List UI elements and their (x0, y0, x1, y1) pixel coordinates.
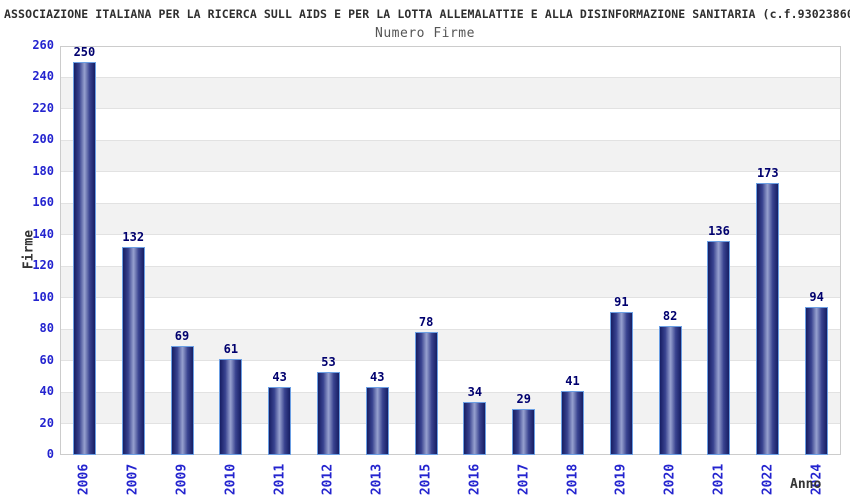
x-tick-label-2022: 2022 (760, 463, 776, 496)
bar-2021 (707, 241, 731, 455)
bar-2009 (170, 346, 194, 455)
y-tick-label-20: 20 (39, 415, 54, 430)
bar-value-label-2013: 43 (370, 370, 385, 385)
x-tick-label-2006: 2006 (76, 463, 92, 496)
bar-value-label-2010: 61 (223, 342, 239, 357)
x-tick-label-2018: 2018 (565, 463, 581, 496)
plot-frame (60, 46, 841, 455)
plot-band (60, 140, 841, 172)
bar-2018 (561, 390, 585, 455)
x-tick-label-2016: 2016 (467, 463, 483, 496)
bar-value-label-2022: 173 (756, 165, 779, 180)
x-tick-label-2007: 2007 (125, 463, 141, 496)
bar-2012 (316, 371, 340, 455)
gridline (60, 391, 841, 393)
bar-2020 (658, 326, 682, 455)
bar-value-label-2019: 91 (614, 294, 629, 309)
gridline (60, 423, 841, 425)
bar-2017 (512, 409, 536, 455)
page-title: ASSOCIAZIONE ITALIANA PER LA RICERCA SUL… (4, 7, 850, 21)
y-tick-label-40: 40 (39, 384, 54, 399)
bar-value-label-2018: 41 (565, 373, 580, 388)
x-tick-label-2017: 2017 (516, 463, 532, 496)
y-tick-label-200: 200 (32, 132, 54, 147)
x-tick-label-2019: 2019 (613, 463, 629, 496)
bar-2024 (805, 307, 829, 455)
bar-2011 (268, 387, 292, 455)
chart-title: Numero Firme (375, 26, 475, 41)
bar-2010 (219, 359, 243, 455)
bar-2006 (72, 61, 96, 455)
x-tick-label-2013: 2013 (369, 463, 385, 496)
bar-value-label-2016: 34 (467, 384, 483, 399)
bar-value-label-2011: 43 (272, 370, 287, 385)
bar-2007 (121, 247, 145, 455)
gridline (60, 360, 841, 362)
bar-value-label-2012: 53 (321, 354, 336, 369)
y-tick-label-140: 140 (32, 226, 54, 241)
gridline (60, 234, 841, 236)
bar-value-label-2017: 29 (516, 392, 531, 407)
bar-value-label-2024: 94 (809, 290, 824, 305)
bar-2015 (414, 332, 438, 455)
y-tick-label-120: 120 (32, 258, 54, 273)
x-tick-label-2011: 2011 (272, 463, 288, 496)
bar-value-label-2006: 250 (73, 44, 96, 59)
bar-2019 (609, 311, 633, 455)
x-tick-label-2009: 2009 (174, 463, 190, 496)
x-tick-label-2012: 2012 (320, 463, 336, 496)
gridline (60, 108, 841, 110)
y-tick-label-180: 180 (32, 163, 54, 178)
plot-band (60, 77, 841, 109)
gridline (60, 265, 841, 267)
x-tick-label-2021: 2021 (711, 463, 727, 496)
gridline (60, 202, 841, 204)
bar-value-label-2007: 132 (122, 230, 145, 245)
x-axis-title: Anno (790, 477, 822, 492)
x-tick-label-2010: 2010 (223, 463, 239, 496)
y-tick-label-60: 60 (39, 352, 54, 367)
gridline (60, 139, 841, 141)
bar-value-label-2020: 82 (662, 309, 678, 323)
gridline (60, 171, 841, 173)
bar-value-label-2021: 136 (708, 224, 730, 239)
y-tick-label-100: 100 (32, 289, 54, 304)
bar-value-label-2015: 78 (418, 315, 434, 330)
bar-value-label-2009: 69 (174, 329, 190, 344)
x-tick-label-2020: 2020 (662, 463, 678, 496)
bar-2016 (463, 401, 487, 455)
x-tick-label-2015: 2015 (418, 463, 434, 496)
bar-2013 (365, 387, 389, 455)
y-tick-label-160: 160 (32, 195, 54, 210)
y-tick-label-80: 80 (39, 321, 54, 336)
gridline (60, 328, 841, 330)
plot-band (60, 203, 841, 235)
gridline (60, 76, 841, 78)
y-tick-label-260: 260 (32, 38, 54, 52)
gridline (60, 297, 841, 299)
y-tick-label-220: 220 (32, 100, 54, 115)
y-tick-label-0: 0 (46, 447, 54, 461)
y-tick-label-240: 240 (32, 69, 54, 84)
bar-2022 (756, 182, 780, 455)
